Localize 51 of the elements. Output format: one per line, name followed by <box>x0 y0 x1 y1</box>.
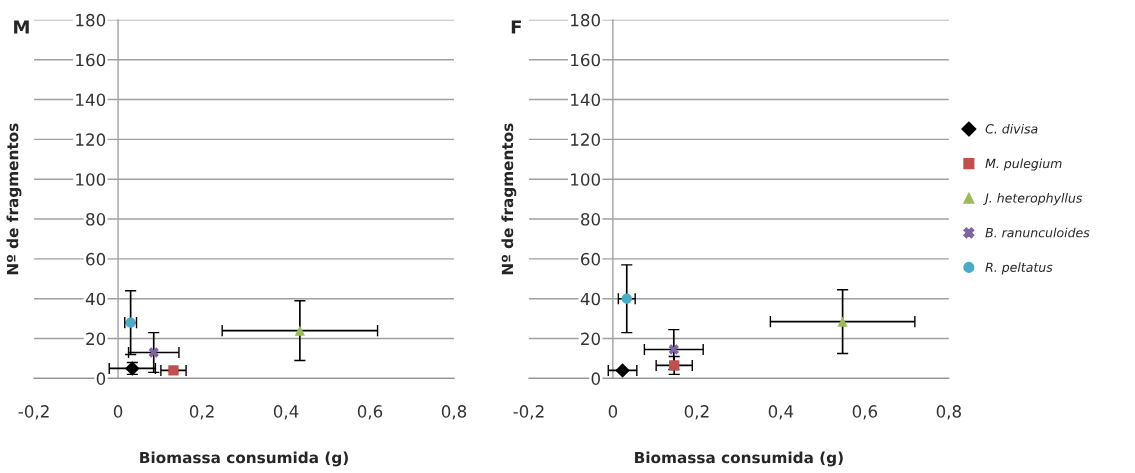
y-tick-label: 160 <box>571 53 600 67</box>
x-tick-label: -0,2 <box>513 405 544 420</box>
point <box>621 293 632 304</box>
x-axis-title: Biomassa consumida (g) <box>140 451 348 467</box>
y-tick-label: 60 <box>581 252 600 266</box>
y-tick-label: 80 <box>86 213 106 226</box>
point <box>668 344 679 355</box>
y-tick-label: 20 <box>86 332 106 346</box>
legend-label: R. peltatus <box>985 262 1053 275</box>
x-tick-label: 0,8 <box>441 405 467 420</box>
x-tick-label: 0,4 <box>273 405 299 420</box>
x-tick-label: 0,2 <box>189 405 214 420</box>
legend-label: J. heterophyllus <box>983 193 1083 206</box>
y-tick-label: 60 <box>86 252 106 266</box>
legend-label: C. divisa <box>985 123 1038 134</box>
y-tick-label: 120 <box>76 133 106 146</box>
x-axis-title: Biomassa consumida (g) <box>635 451 843 467</box>
y-tick-label: 180 <box>571 13 600 27</box>
y-tick-label: 160 <box>76 53 106 67</box>
point <box>294 325 306 336</box>
x-tick-label: -0,2 <box>18 405 49 420</box>
y-tick-label: 140 <box>571 93 600 107</box>
y-tick-label: 100 <box>76 173 106 186</box>
y-tick-label: 80 <box>581 213 600 226</box>
x-tick-label: 0,2 <box>684 405 709 420</box>
x-tick-label: 0 <box>113 405 123 418</box>
y-tick-label: 180 <box>76 13 106 27</box>
y-axis-title: Nº de fragmentos <box>501 123 517 275</box>
y-tick-label: 20 <box>581 332 600 346</box>
y-tick-label: 100 <box>571 173 600 186</box>
point <box>148 347 159 358</box>
legend-label: M. pulegium <box>985 158 1062 171</box>
legend-label: B. ranunculoides <box>985 227 1090 238</box>
y-tick-label: 40 <box>580 292 600 306</box>
y-axis-title: Nº de fragmentos <box>6 123 22 275</box>
x-tick-label: 0,4 <box>768 405 794 420</box>
y-tick-label: 0 <box>96 372 106 385</box>
point <box>837 316 848 327</box>
y-tick-label: 120 <box>571 133 600 146</box>
x-tick-label: 0,6 <box>852 405 878 420</box>
chart-title: F <box>511 20 521 34</box>
y-tick-label: 0 <box>591 372 600 385</box>
y-tick-label: 140 <box>76 93 106 107</box>
point <box>615 363 630 378</box>
x-tick-label: 0,8 <box>936 405 961 420</box>
x-tick-label: 0 <box>608 405 618 418</box>
chart-title: M <box>14 20 29 34</box>
point <box>669 360 680 371</box>
point <box>168 365 179 376</box>
y-tick-label: 40 <box>85 292 106 306</box>
x-tick-label: 0,6 <box>357 405 383 420</box>
